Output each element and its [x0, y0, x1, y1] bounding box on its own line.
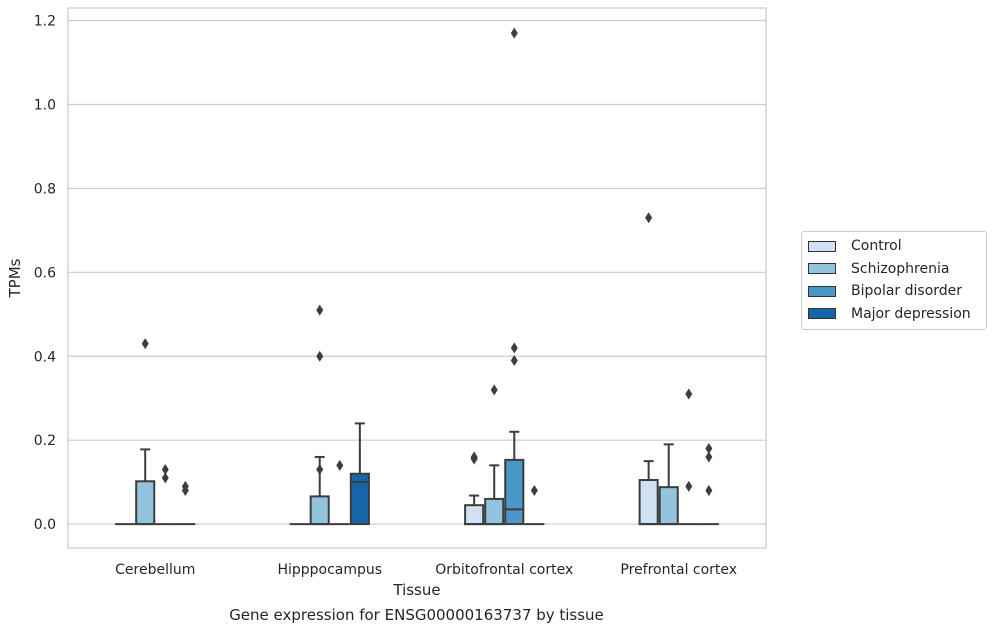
outlier-point: [510, 342, 518, 354]
y-tick-label: 0.4: [34, 349, 56, 365]
y-tick-label: 0.2: [34, 433, 56, 449]
legend-item: Bipolar disorder: [802, 280, 986, 303]
x-axis-label: Tissue: [392, 581, 440, 599]
box-control: [638, 460, 659, 526]
outlier-points: [141, 27, 713, 497]
box-schizophrenia: [309, 455, 330, 526]
chart-caption: Gene expression for ENSG00000163737 by t…: [229, 606, 604, 624]
box-body: [504, 458, 525, 526]
box-series: [115, 422, 719, 526]
legend-swatch: [808, 285, 836, 297]
legend-label: Control: [851, 238, 902, 255]
legend: Control Schizophrenia Bipolar disorder Majo…: [801, 231, 987, 330]
legend-item: Control: [802, 235, 986, 258]
outlier-point: [316, 304, 324, 316]
outlier-point: [161, 472, 169, 484]
y-tick-label: 0.8: [34, 181, 56, 197]
box-body: [658, 486, 679, 526]
legend-label: Major depression: [851, 305, 971, 322]
outlier-point: [685, 480, 693, 492]
outlier-point: [490, 384, 498, 396]
x-tick-label: Orbitofrontal cortex: [435, 562, 573, 578]
legend-swatch: [808, 240, 836, 252]
outlier-point: [336, 459, 344, 471]
y-axis-ticks: 0.0 0.2 0.4 0.6 0.8 1.0 1.2: [34, 14, 56, 533]
x-tick-label: Cerebellum: [115, 562, 195, 578]
outlier-point: [510, 354, 518, 366]
y-tick-label: 1.2: [34, 14, 56, 30]
outlier-point: [510, 27, 518, 39]
outlier-point: [645, 212, 653, 224]
outlier-point: [705, 451, 713, 463]
box-bipolar-disorder: [504, 430, 525, 526]
legend-label: Bipolar disorder: [851, 283, 963, 300]
outlier-point: [161, 464, 169, 476]
outlier-point: [530, 485, 538, 497]
legend-swatch: [808, 308, 836, 320]
outlier-point: [705, 485, 713, 497]
outlier-point: [705, 443, 713, 455]
x-axis-ticks: Cerebellum Hipppocampus Orbitofrontal cort…: [115, 562, 737, 578]
box-major-depression: [349, 422, 370, 526]
y-tick-label: 1.0: [34, 98, 56, 114]
outlier-point: [685, 388, 693, 400]
box-body: [464, 504, 485, 526]
y-tick-label: 0.6: [34, 265, 56, 281]
y-tick-label: 0.0: [34, 517, 56, 533]
outlier-point: [141, 338, 149, 350]
x-tick-label: Hipppocampus: [277, 562, 382, 578]
x-tick-label: Prefrontal cortex: [620, 562, 737, 578]
outlier-point: [470, 453, 478, 465]
box-body: [638, 479, 659, 526]
box-body: [135, 480, 156, 526]
outlier-point: [316, 464, 324, 476]
legend-swatch: [808, 263, 836, 275]
legend-item: Major depression: [802, 303, 986, 326]
box-body: [484, 497, 505, 526]
box-schizophrenia: [484, 464, 505, 526]
box-control: [464, 494, 485, 526]
legend-item: Schizophrenia: [802, 258, 986, 281]
outlier-point: [316, 350, 324, 362]
outlier-point: [181, 480, 189, 492]
y-axis-label: TPMs: [6, 258, 24, 298]
box-schizophrenia: [135, 448, 156, 526]
plot-area: [67, 7, 767, 549]
box-body: [309, 495, 330, 526]
box-schizophrenia: [658, 443, 679, 526]
legend-label: Schizophrenia: [851, 260, 950, 277]
